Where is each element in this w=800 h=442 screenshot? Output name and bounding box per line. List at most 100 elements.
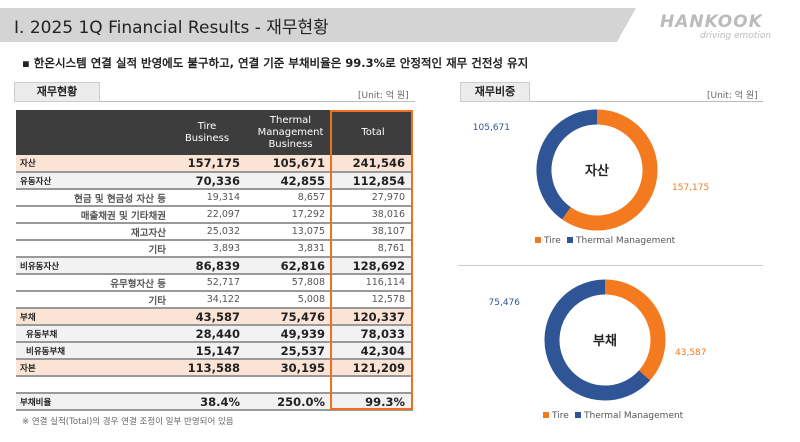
cell-total [333, 376, 413, 394]
table-unit: [Unit: 억 원] [358, 91, 409, 101]
cell-tire [166, 376, 248, 394]
cell-total: 121,209 [333, 359, 413, 377]
cell-tire: 43,587 [166, 308, 248, 326]
cell-thermal: 62,816 [248, 257, 333, 275]
cell-tire: 3,893 [166, 240, 248, 258]
cell-tire: 15,147 [166, 342, 248, 360]
table-row: 비유동부채 15,147 25,537 42,304 [16, 342, 413, 360]
header-label [16, 110, 166, 155]
table-section-tab: 재무현황 [14, 82, 100, 102]
table-row: 유무형자산 등 52,717 57,808 116,114 [16, 274, 413, 292]
cell-total: 27,970 [333, 189, 413, 207]
cell-tire: 70,336 [166, 172, 248, 190]
donut-slice-thermal [544, 279, 651, 401]
logo-tagline: driving emotion [700, 31, 772, 41]
cell-tire: 38.4% [166, 393, 248, 411]
header-thermal: Thermal Management Business [248, 110, 333, 155]
cell-thermal: 3,831 [248, 240, 333, 258]
cell-tire: 157,175 [166, 155, 248, 173]
cell-thermal: 25,537 [248, 342, 333, 360]
donut-slice-tire [562, 109, 658, 231]
row-label: 자산 [16, 155, 166, 173]
cell-total: 42,304 [333, 342, 413, 360]
title-bar [0, 8, 636, 42]
cell-tire: 34,122 [166, 291, 248, 309]
table-row: 자본 113,588 30,195 121,209 [16, 359, 413, 377]
cell-tire: 25,032 [166, 223, 248, 241]
slice-value-label: 75,476 [489, 298, 521, 308]
cell-thermal: 30,195 [248, 359, 333, 377]
table-row: 유동부채 28,440 49,939 78,033 [16, 325, 413, 343]
legend-label: Thermal Management [575, 236, 676, 246]
divider [530, 101, 763, 102]
table-row: 유동자산 70,336 42,855 112,854 [16, 172, 413, 190]
table-row: 현금 및 현금성 자산 등 19,314 8,657 27,970 [16, 189, 413, 207]
row-label: 유동부채 [16, 325, 166, 343]
cell-thermal: 5,008 [248, 291, 333, 309]
hankook-logo: HANKOOK [660, 12, 763, 32]
row-label: 유동자산 [16, 172, 166, 190]
cell-thermal: 105,671 [248, 155, 333, 173]
cell-total: 78,033 [333, 325, 413, 343]
legend-label: Tire [551, 411, 569, 421]
slice-value-label: 157,175 [672, 183, 709, 193]
cell-thermal: 42,855 [248, 172, 333, 190]
row-label: 비유동자산 [16, 257, 166, 275]
row-label: 부채 [16, 308, 166, 326]
legend-swatch [543, 412, 549, 418]
header-total: Total [333, 110, 413, 155]
footnote: ※ 연결 실적(Total)의 경우 연결 조정이 일부 반영되어 있음 [22, 417, 234, 427]
row-label: 자본 [16, 359, 166, 377]
cell-tire: 28,440 [166, 325, 248, 343]
slice-value-label: 105,671 [473, 123, 510, 133]
legend-swatch [575, 412, 581, 418]
donut-center-label: 부채 [593, 334, 617, 349]
cell-thermal: 57,808 [248, 274, 333, 292]
cell-total: 120,337 [333, 308, 413, 326]
table-row: 부채비율 38.4% 250.0% 99.3% [16, 393, 413, 411]
cell-total: 38,107 [333, 223, 413, 241]
cell-total: 38,016 [333, 206, 413, 224]
donut-slice-tire [604, 279, 666, 381]
divider [458, 265, 763, 266]
cell-thermal: 13,075 [248, 223, 333, 241]
cell-thermal [248, 376, 333, 394]
table-row: 기타 34,122 5,008 12,578 [16, 291, 413, 309]
cell-tire: 19,314 [166, 189, 248, 207]
cell-thermal: 75,476 [248, 308, 333, 326]
divider [100, 101, 415, 102]
chart-section-tab: 재무비중 [460, 82, 530, 102]
cell-tire: 22,097 [166, 206, 248, 224]
cell-thermal: 49,939 [248, 325, 333, 343]
row-label: 유무형자산 등 [16, 274, 166, 292]
row-label: 재고자산 [16, 223, 166, 241]
cell-thermal: 8,657 [248, 189, 333, 207]
row-label: 현금 및 현금성 자산 등 [16, 189, 166, 207]
financial-table: Tire Business Thermal Management Busines… [16, 110, 413, 411]
cell-tire: 52,717 [166, 274, 248, 292]
summary-bullet: ▪ 한온시스템 연결 실적 반영에도 불구하고, 연결 기준 부채비율은 99.… [22, 56, 529, 70]
table-row: 매출채권 및 기타채권 22,097 17,292 38,016 [16, 206, 413, 224]
page-title: I. 2025 1Q Financial Results - 재무현황 [14, 18, 329, 38]
cell-thermal: 17,292 [248, 206, 333, 224]
legend-swatch [535, 237, 541, 243]
cell-total: 116,114 [333, 274, 413, 292]
table-row [16, 376, 413, 394]
donut-slice-thermal [536, 109, 598, 220]
table-row: 비유동자산 86,839 62,816 128,692 [16, 257, 413, 275]
row-label: 기타 [16, 291, 166, 309]
row-label: 매출채권 및 기타채권 [16, 206, 166, 224]
row-label [16, 376, 166, 394]
row-label: 비유동부채 [16, 342, 166, 360]
cell-total: 128,692 [333, 257, 413, 275]
cell-tire: 113,588 [166, 359, 248, 377]
table-row: 재고자산 25,032 13,075 38,107 [16, 223, 413, 241]
slice-value-label: 43,587 [675, 348, 707, 358]
legend-label: Tire [543, 236, 561, 246]
table-row: 자산 157,175 105,671 241,546 [16, 155, 413, 173]
legend-swatch [567, 237, 573, 243]
cell-tire: 86,839 [166, 257, 248, 275]
cell-total: 241,546 [333, 155, 413, 173]
row-label: 기타 [16, 240, 166, 258]
